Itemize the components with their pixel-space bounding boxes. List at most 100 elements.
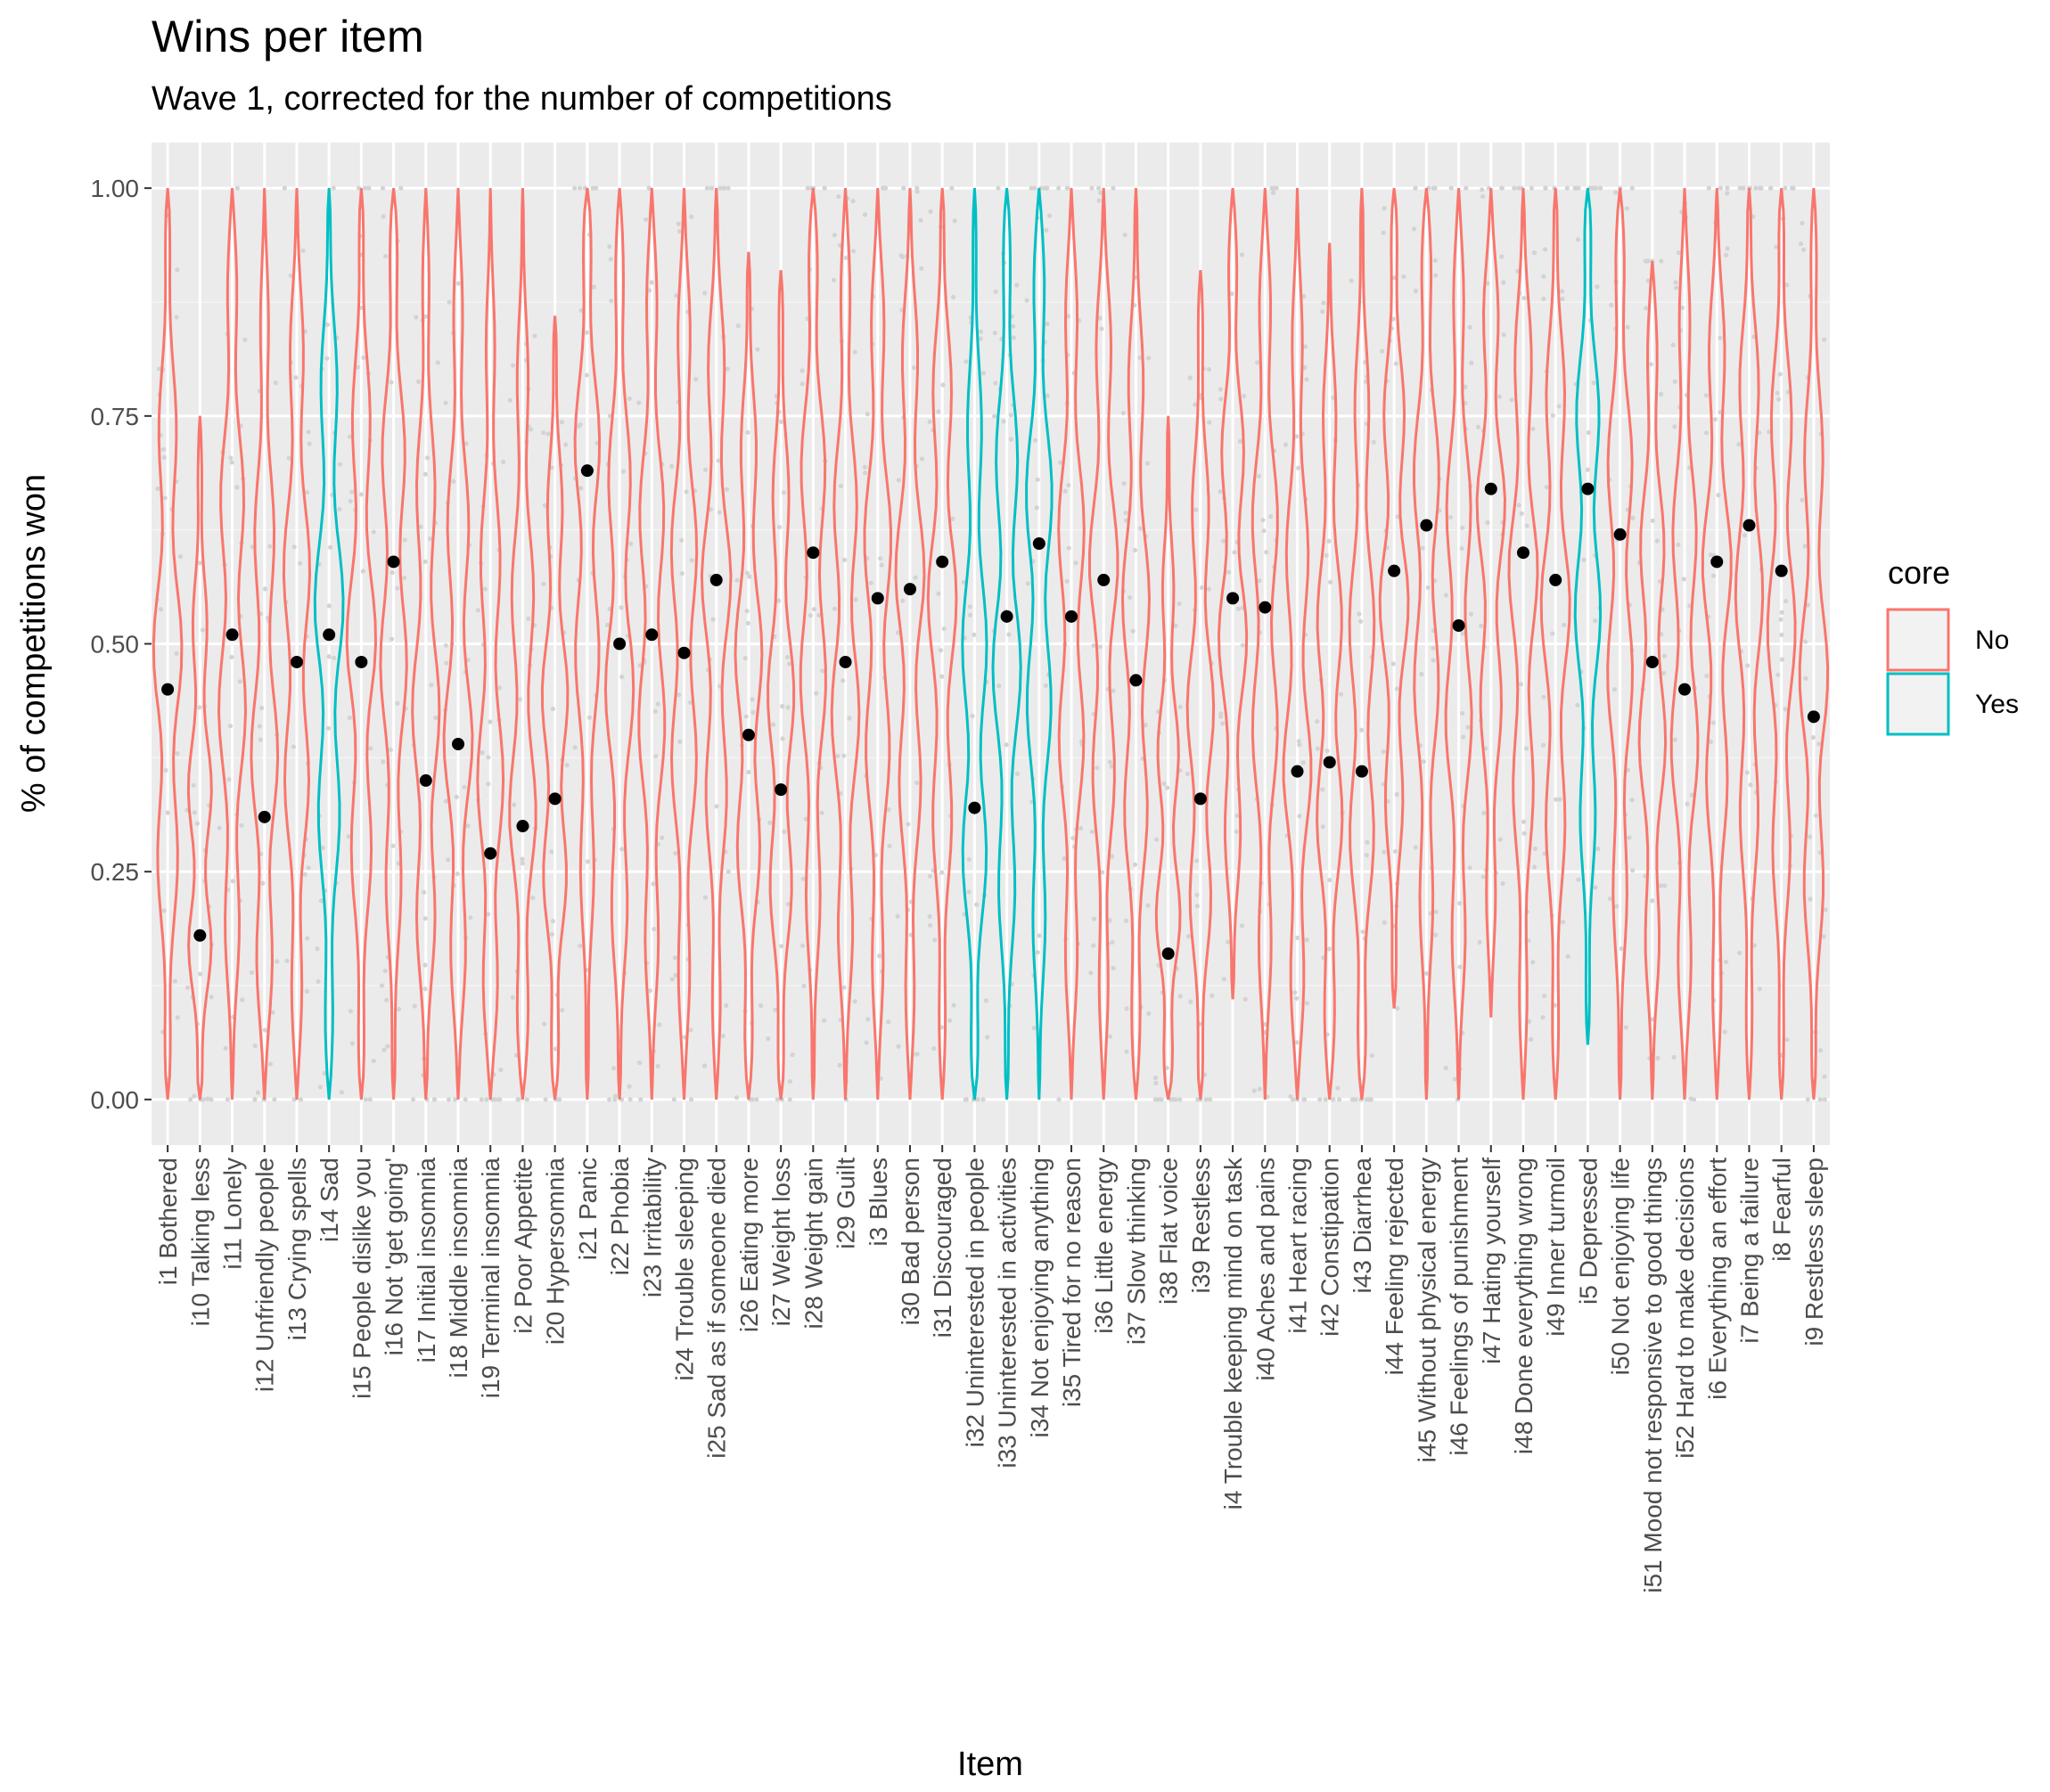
jitter-point — [1304, 1001, 1310, 1006]
jitter-point — [157, 366, 162, 372]
violin-no — [152, 187, 184, 1101]
jitter-point — [1137, 355, 1143, 360]
jitter-point — [1800, 497, 1805, 503]
jitter-point — [1575, 702, 1580, 708]
jitter-point — [1413, 288, 1419, 294]
jitter-point — [1557, 797, 1562, 802]
jitter-point — [1499, 254, 1505, 259]
jitter-point — [1650, 898, 1655, 904]
jitter-point — [1100, 870, 1105, 875]
jitter-point — [1297, 814, 1302, 819]
jitter-point — [197, 561, 202, 566]
jitter-point — [1783, 707, 1788, 712]
mean-point — [613, 637, 627, 651]
violin-no — [863, 188, 893, 1100]
jitter-point — [932, 937, 938, 943]
jitter-point — [816, 612, 822, 618]
jitter-point — [1805, 1097, 1810, 1102]
violin-no — [1766, 187, 1797, 1101]
x-tick-label: i14 Sad — [316, 1158, 343, 1242]
jitter-point — [980, 371, 987, 376]
jitter-point — [468, 915, 473, 921]
violin-no — [767, 270, 796, 1101]
jitter-point — [918, 217, 923, 223]
jitter-point — [192, 810, 197, 815]
jitter-point — [1188, 999, 1193, 1004]
jitter-point — [1689, 792, 1694, 798]
jitter-point — [879, 562, 884, 568]
jitter-point — [388, 747, 393, 753]
jitter-point — [970, 713, 975, 719]
jitter-point — [1521, 295, 1527, 301]
y-tick-label: 0.50 — [91, 631, 140, 659]
jitter-point — [927, 913, 932, 920]
jitter-point — [1193, 402, 1198, 407]
jitter-point — [636, 1060, 643, 1066]
jitter-point — [800, 368, 805, 373]
jitter-point — [1501, 280, 1506, 285]
jitter-point — [550, 919, 556, 924]
jitter-point — [155, 486, 160, 491]
violin-no — [926, 188, 958, 1100]
jitter-point — [1463, 384, 1468, 389]
jitter-point — [1315, 746, 1321, 751]
jitter-point — [1381, 230, 1386, 235]
jitter-point — [843, 255, 849, 260]
jitter-point — [1464, 185, 1469, 191]
jitter-point — [390, 569, 395, 576]
x-tick-label: i40 Aches and pains — [1251, 1158, 1279, 1381]
jitter-point — [1421, 759, 1426, 765]
violin-no — [1348, 188, 1376, 1101]
jitter-point — [896, 478, 902, 483]
jitter-point — [1035, 950, 1040, 955]
jitter-point — [862, 471, 868, 476]
jitter-point — [194, 821, 200, 826]
violin-no — [1444, 188, 1473, 1100]
jitter-point — [1037, 933, 1042, 938]
violin-no — [700, 188, 733, 1100]
jitter-point — [1561, 920, 1566, 925]
jitter-point — [865, 1017, 871, 1022]
jitter-point — [1220, 721, 1226, 726]
jitter-point — [835, 753, 840, 759]
jitter-point — [966, 889, 972, 895]
jitter-point — [609, 299, 614, 304]
jitter-point — [800, 876, 806, 881]
mean-point — [645, 628, 659, 642]
jitter-point — [1031, 1026, 1037, 1031]
jitter-point — [1443, 593, 1449, 598]
jitter-point — [1066, 482, 1071, 488]
jitter-point — [1460, 525, 1465, 530]
jitter-point — [1270, 190, 1276, 195]
jitter-point — [1111, 965, 1116, 970]
mean-point — [1226, 592, 1240, 605]
jitter-point — [260, 880, 266, 886]
jitter-point — [1283, 442, 1289, 447]
jitter-point — [1296, 739, 1301, 744]
jitter-point — [1650, 518, 1655, 523]
violin-no — [1798, 187, 1830, 1101]
jitter-point — [526, 616, 531, 621]
jitter-point — [302, 871, 308, 877]
jitter-point — [1497, 837, 1503, 842]
jitter-point — [161, 454, 167, 460]
jitter-point — [1708, 552, 1713, 558]
jitter-point — [1452, 1076, 1458, 1082]
jitter-point — [702, 895, 708, 900]
x-tick-label: i21 Panic — [574, 1158, 602, 1260]
jitter-point — [689, 558, 694, 563]
jitter-point — [1448, 185, 1454, 191]
jitter-point — [161, 908, 167, 913]
jitter-point — [1541, 694, 1546, 700]
jitter-point — [488, 719, 493, 724]
x-tick-label: i47 Hating yourself — [1478, 1158, 1505, 1364]
jitter-point — [1394, 686, 1400, 691]
jitter-point — [1710, 573, 1717, 578]
jitter-point — [688, 1097, 694, 1102]
jitter-point — [673, 850, 678, 856]
jitter-point — [832, 606, 838, 611]
x-tick-label: i42 Constipation — [1316, 1158, 1344, 1337]
x-tick-label: i16 Not 'get going' — [381, 1158, 408, 1355]
jitter-point — [868, 580, 873, 585]
